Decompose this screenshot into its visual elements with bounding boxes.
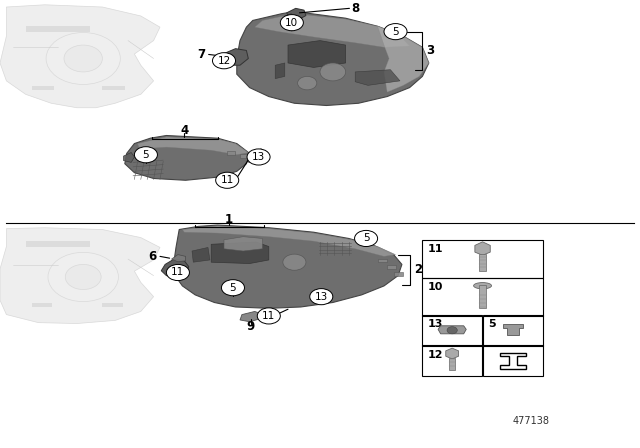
Circle shape — [212, 53, 236, 69]
Bar — [26, 241, 90, 246]
Polygon shape — [288, 41, 346, 68]
Text: 5: 5 — [392, 26, 399, 37]
Text: 9: 9 — [247, 320, 255, 333]
Polygon shape — [161, 259, 189, 277]
Polygon shape — [174, 225, 402, 308]
Polygon shape — [475, 242, 490, 255]
Polygon shape — [312, 289, 330, 299]
Polygon shape — [503, 324, 524, 335]
Circle shape — [257, 308, 280, 324]
Bar — [479, 285, 486, 308]
Bar — [479, 254, 486, 271]
Text: 11: 11 — [262, 311, 275, 321]
Circle shape — [355, 230, 378, 246]
Bar — [394, 272, 403, 276]
Circle shape — [320, 63, 346, 81]
Text: 13: 13 — [428, 319, 443, 329]
Text: 7: 7 — [198, 48, 205, 61]
Bar — [227, 151, 235, 155]
Polygon shape — [218, 49, 248, 65]
Circle shape — [48, 252, 118, 302]
Bar — [387, 265, 396, 269]
Bar — [32, 303, 52, 307]
Text: 5: 5 — [230, 283, 236, 293]
Text: 3: 3 — [427, 44, 435, 57]
Bar — [422, 278, 543, 316]
Circle shape — [46, 33, 120, 85]
Polygon shape — [0, 5, 160, 108]
Bar — [102, 86, 125, 90]
Circle shape — [247, 149, 270, 165]
Bar — [378, 258, 387, 262]
Circle shape — [64, 45, 102, 72]
Text: 8: 8 — [352, 2, 360, 15]
Circle shape — [216, 172, 239, 188]
Text: 11: 11 — [428, 244, 443, 254]
Polygon shape — [125, 135, 250, 180]
Polygon shape — [355, 70, 400, 86]
Text: 5: 5 — [488, 319, 496, 329]
Circle shape — [65, 264, 101, 289]
Bar — [449, 358, 456, 370]
Circle shape — [166, 264, 189, 280]
Polygon shape — [237, 12, 429, 105]
Text: 4: 4 — [180, 124, 188, 137]
Polygon shape — [0, 228, 160, 323]
Text: 5: 5 — [143, 150, 149, 160]
Polygon shape — [500, 353, 526, 369]
Text: 13: 13 — [252, 152, 265, 162]
Polygon shape — [445, 348, 458, 359]
Text: 5: 5 — [363, 233, 369, 243]
Polygon shape — [275, 63, 285, 79]
Text: 11: 11 — [221, 175, 234, 185]
Circle shape — [447, 327, 458, 334]
Circle shape — [280, 15, 303, 31]
Text: 6: 6 — [148, 250, 156, 263]
Bar — [422, 314, 482, 346]
Bar — [26, 26, 90, 32]
Bar — [240, 154, 248, 158]
Circle shape — [134, 146, 157, 163]
Text: 13: 13 — [315, 292, 328, 302]
Circle shape — [221, 280, 244, 296]
Polygon shape — [285, 14, 296, 22]
Circle shape — [283, 254, 306, 270]
Polygon shape — [211, 242, 269, 263]
Circle shape — [384, 24, 407, 40]
Polygon shape — [378, 26, 429, 92]
Polygon shape — [124, 152, 134, 162]
Text: 12: 12 — [218, 56, 230, 66]
Ellipse shape — [474, 283, 492, 289]
Polygon shape — [438, 326, 466, 334]
Polygon shape — [172, 254, 186, 262]
Polygon shape — [182, 226, 396, 256]
Bar — [422, 345, 482, 376]
Polygon shape — [192, 247, 210, 262]
Polygon shape — [240, 311, 261, 322]
Bar — [32, 86, 54, 90]
Text: 11: 11 — [172, 267, 184, 277]
Bar — [483, 345, 543, 376]
Circle shape — [310, 289, 333, 305]
Bar — [422, 240, 543, 278]
Text: 477138: 477138 — [513, 416, 550, 426]
Bar — [102, 303, 123, 307]
Polygon shape — [255, 14, 410, 47]
Text: 10: 10 — [285, 17, 298, 28]
Text: 1: 1 — [225, 213, 233, 226]
Circle shape — [298, 77, 317, 90]
Polygon shape — [224, 237, 262, 251]
Text: 12: 12 — [428, 349, 443, 359]
Text: 2: 2 — [414, 263, 422, 276]
Polygon shape — [287, 9, 306, 19]
Polygon shape — [138, 137, 248, 155]
Bar — [483, 314, 543, 346]
Bar — [248, 159, 256, 162]
Text: 10: 10 — [428, 282, 443, 293]
Polygon shape — [248, 149, 268, 159]
